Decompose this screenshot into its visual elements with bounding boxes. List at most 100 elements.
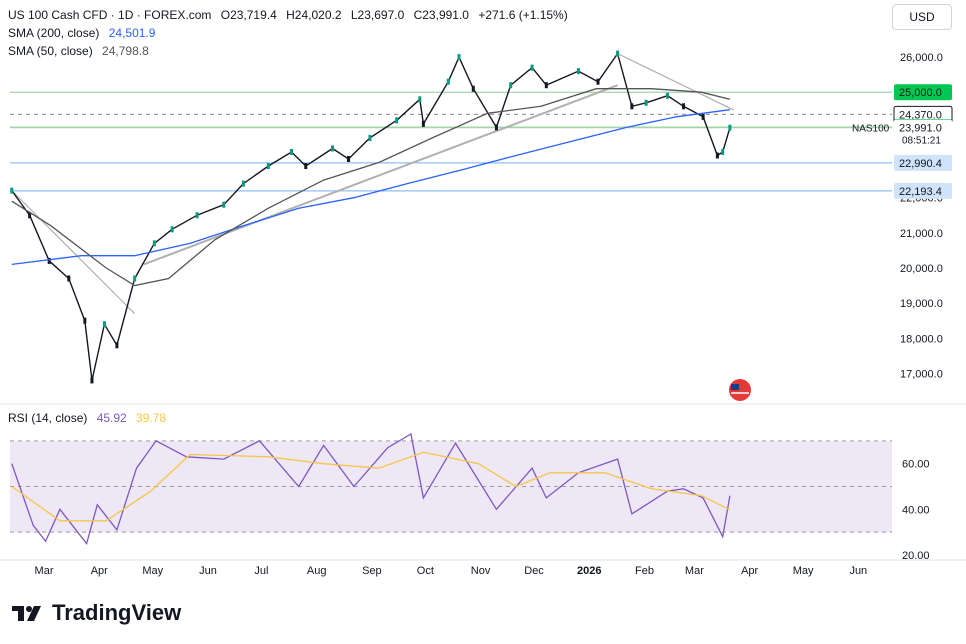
price-level-label-1: 24,370.0: [899, 109, 942, 121]
price-point-19: [368, 134, 372, 141]
price-point-6: [102, 321, 106, 328]
price-point-34: [644, 99, 648, 106]
sma-line-1: [11, 109, 730, 266]
price-point-27: [509, 82, 513, 89]
time-axis-tick-8: Nov: [471, 565, 491, 577]
us-flag-icon-canton: [731, 384, 739, 390]
price-point-1: [28, 212, 32, 219]
rsi-value: 45.92: [96, 411, 127, 425]
price-point-37: [701, 113, 705, 120]
time-axis-tick-15: Jun: [849, 565, 867, 577]
sma200-legend[interactable]: SMA (200, close) 24,501.9: [8, 26, 161, 40]
price-point-7: [115, 342, 119, 349]
price-level-badge-3: [894, 119, 952, 136]
high-value: H24,020.2: [286, 8, 342, 22]
sma50-value: 24,798.8: [102, 44, 149, 58]
price-point-9: [152, 240, 156, 247]
price-point-33: [630, 103, 634, 110]
rsi-legend[interactable]: RSI (14, close) 45.92 39.78: [8, 411, 172, 425]
time-axis-tick-3: Jun: [199, 565, 217, 577]
price-point-20: [395, 117, 399, 124]
price-point-15: [290, 148, 294, 155]
price-axis-tick-0: 17,000.0: [900, 368, 943, 380]
price-point-30: [576, 68, 580, 75]
countdown-label: 08:51:21: [902, 136, 941, 147]
price-point-17: [331, 145, 335, 152]
price-point-38: [715, 152, 719, 159]
price-axis-tick-9: 26,000.0: [900, 52, 943, 64]
tradingview-logo-icon: [12, 606, 41, 621]
change-value: +271.6 (+1.15%): [478, 8, 568, 22]
price-point-22: [421, 120, 425, 127]
time-axis-tick-5: Aug: [307, 565, 327, 577]
time-axis-tick-2: May: [142, 565, 163, 577]
price-level-label-5: 22,193.4: [899, 186, 942, 198]
price-axis-tick-3: 20,000.0: [900, 263, 943, 275]
ohlc-legend: US 100 Cash CFD · 1D · FOREX.com O23,719…: [8, 8, 574, 22]
price-point-13: [241, 180, 245, 187]
price-point-28: [530, 64, 534, 71]
price-point-36: [682, 103, 686, 110]
sma-line-2: [11, 88, 731, 287]
price-point-2: [47, 257, 51, 264]
time-axis-tick-0: Mar: [35, 565, 54, 577]
price-point-32: [616, 50, 620, 57]
rsi-axis-tick-2: 60.00: [902, 459, 930, 471]
rsi-label: RSI (14, close): [8, 411, 88, 425]
price-point-16: [304, 163, 308, 170]
rsi-line-1: [11, 451, 731, 522]
price-point-23: [446, 78, 450, 85]
price-point-11: [195, 212, 199, 219]
rsi-axis-tick-1: 40.00: [902, 504, 930, 516]
rsi-ma-value: 39.78: [136, 411, 167, 425]
price-point-39: [721, 148, 725, 155]
price-point-29: [544, 82, 548, 89]
price-point-31: [596, 78, 600, 85]
price-level-badge-4: [894, 154, 952, 171]
price-point-12: [222, 201, 226, 208]
trendline-2: [617, 53, 734, 111]
currency-button[interactable]: USD: [892, 4, 952, 30]
price-axis-tick-1: 18,000.0: [900, 333, 943, 345]
price-level-badge-5: [894, 182, 952, 199]
price-series-line: [11, 51, 731, 381]
price-point-14: [266, 163, 270, 170]
trendline-1: [143, 84, 618, 266]
price-level-label-3: 23,991.0: [899, 123, 942, 135]
time-axis-tick-9: Dec: [524, 565, 544, 577]
price-point-8: [133, 275, 137, 282]
price-point-10: [170, 226, 174, 233]
price-point-35: [665, 92, 669, 99]
price-axis-tick-4: 21,000.0: [900, 228, 943, 240]
price-level-label-4: 22,990.4: [899, 158, 942, 170]
price-point-0: [10, 187, 14, 194]
price-point-18: [347, 156, 351, 163]
time-axis-tick-10: 2026: [577, 565, 601, 577]
price-point-3: [67, 275, 71, 282]
sma200-label: SMA (200, close): [8, 26, 100, 40]
price-point-4: [83, 317, 87, 324]
current-symbol-label: NAS100: [852, 124, 890, 135]
price-point-26: [494, 124, 498, 131]
price-level-label-0: 25,000.0: [899, 87, 942, 99]
time-axis-tick-4: Jul: [254, 565, 268, 577]
tradingview-logo[interactable]: TradingView: [12, 600, 181, 626]
price-point-40: [728, 124, 732, 131]
us-flag-icon: [729, 379, 751, 401]
sma50-legend[interactable]: SMA (50, close) 24,798.8: [8, 44, 155, 58]
rsi-axis-tick-0: 20.00: [902, 550, 930, 562]
time-axis-tick-1: Apr: [91, 565, 108, 577]
time-axis-tick-7: Oct: [417, 565, 434, 577]
price-point-24: [457, 54, 461, 61]
close-value: C23,991.0: [413, 8, 469, 22]
price-point-21: [418, 96, 422, 103]
time-axis-tick-12: Mar: [685, 565, 704, 577]
price-point-5: [90, 377, 94, 384]
price-axis-tick-2: 19,000.0: [900, 298, 943, 310]
low-value: L23,697.0: [350, 8, 405, 22]
price-point-25: [471, 85, 475, 92]
open-value: O23,719.4: [220, 8, 277, 22]
sma50-label: SMA (50, close): [8, 44, 93, 58]
